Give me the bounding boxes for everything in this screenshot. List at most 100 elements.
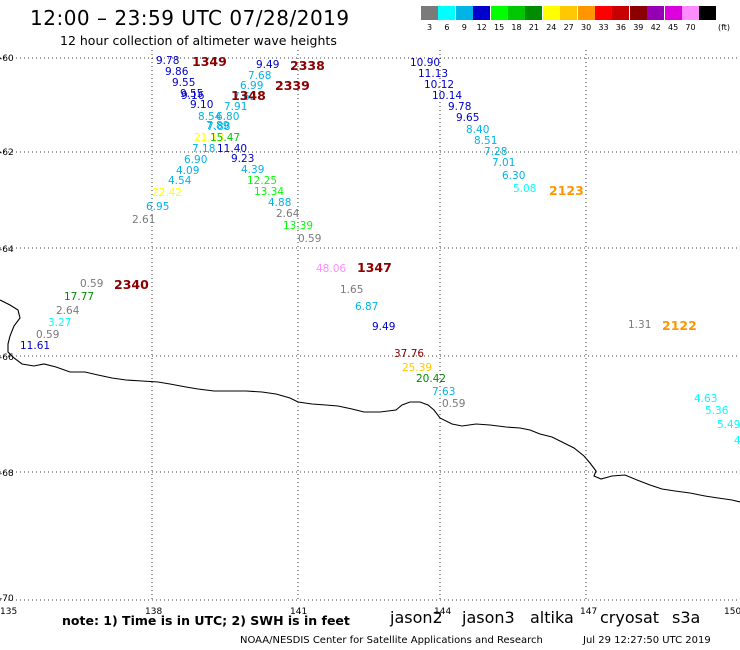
legend-label: 30 bbox=[581, 23, 592, 32]
legend-label: 33 bbox=[598, 23, 609, 32]
wave-height-value: 17.77 bbox=[64, 291, 94, 303]
wave-height-value: 4.09 bbox=[176, 165, 199, 177]
legend-label: 6 bbox=[444, 23, 450, 32]
wave-height-value: 7.28 bbox=[484, 146, 507, 158]
legend-swatch bbox=[525, 6, 543, 20]
wave-height-value: 9.78 bbox=[448, 101, 471, 113]
pass-time-label: 2122 bbox=[662, 318, 697, 333]
satellite-cryosat: cryosat bbox=[600, 608, 660, 627]
wave-height-value: 12.25 bbox=[247, 175, 277, 187]
legend-swatch bbox=[682, 6, 699, 20]
wave-height-value: 13.39 bbox=[283, 220, 313, 232]
wave-height-value: 0.59 bbox=[80, 278, 103, 290]
legend-swatch bbox=[612, 6, 630, 20]
legend-label: 18 bbox=[511, 23, 522, 32]
latitude-tick: -60 bbox=[0, 54, 14, 64]
wave-height-value: 3.27 bbox=[48, 317, 71, 329]
wave-height-value: 15.47 bbox=[210, 132, 240, 144]
wave-height-value: 2.64 bbox=[56, 305, 80, 317]
wave-height-value: 11.40 bbox=[217, 143, 247, 155]
wave-height-value: 21.13 bbox=[194, 132, 224, 144]
legend-swatch bbox=[560, 6, 578, 20]
legend-swatch bbox=[542, 6, 560, 20]
longitude-tick: 141 bbox=[290, 607, 307, 617]
generated-timestamp: Jul 29 12:27:50 UTC 2019 bbox=[583, 635, 711, 646]
wave-height-value: 8.40 bbox=[466, 124, 489, 136]
pass-time-labels: 1349 1348 2338 2339 2123 1347 2340 2122 bbox=[114, 54, 697, 333]
pass-time-label: 2123 bbox=[549, 183, 584, 198]
wave-height-value: 7.88 bbox=[207, 121, 230, 133]
legend-swatch bbox=[577, 6, 595, 20]
wave-height-value: 9.55 bbox=[172, 77, 195, 89]
wave-height-value: 4.63 bbox=[694, 393, 717, 405]
wave-height-value: 4.39 bbox=[241, 164, 264, 176]
wave-height-value: 9.23 bbox=[231, 153, 254, 165]
wave-height-value: 4 bbox=[734, 435, 740, 447]
wave-height-value: 4.88 bbox=[268, 197, 291, 209]
wave-height-value: 5.49 bbox=[717, 419, 740, 431]
legend-unit: (ft) bbox=[718, 23, 731, 32]
wave-height-value: 7.68 bbox=[248, 70, 271, 82]
latitude-tick: -70 bbox=[0, 594, 14, 604]
legend-swatch bbox=[595, 6, 612, 20]
footer-note: note: 1) Time is in UTC; 2) SWH is in fe… bbox=[62, 613, 350, 628]
satellite-s3a: s3a bbox=[672, 608, 701, 627]
wave-height-value: 7.91 bbox=[224, 101, 247, 113]
legend-label: 3 bbox=[426, 23, 433, 32]
wave-height-value: 7.63 bbox=[432, 386, 455, 398]
wave-height-value: 10.90 bbox=[410, 57, 440, 69]
wave-height-value: 2.64 bbox=[276, 208, 300, 220]
longitude-tick: 138 bbox=[145, 607, 162, 617]
wave-height-value: 7.62 bbox=[233, 91, 256, 103]
satellite-jason2: jason2 bbox=[390, 608, 443, 627]
wave-height-value: 7.01 bbox=[492, 157, 515, 169]
legend-label: 45 bbox=[668, 23, 679, 32]
wave-height-value: 7.18 bbox=[192, 143, 215, 155]
map-title: 12:00 – 23:59 UTC 07/28/2019 bbox=[30, 6, 350, 30]
pass-time-label: 1347 bbox=[357, 260, 392, 275]
graticule bbox=[0, 50, 740, 601]
legend-label: 21 bbox=[528, 23, 539, 32]
wave-height-value: 9.16 bbox=[181, 90, 205, 102]
credit-line: NOAA/NESDIS Center for Satellite Applica… bbox=[240, 635, 543, 646]
pass-time-label: 2339 bbox=[275, 78, 310, 93]
wave-height-value: 9.49 bbox=[372, 321, 395, 333]
legend-swatch bbox=[438, 6, 456, 20]
legend-label: 36 bbox=[615, 23, 626, 32]
wave-height-value: 11.13 bbox=[418, 68, 448, 80]
wave-height-value: 6.99 bbox=[240, 80, 263, 92]
wave-height-value: 25.39 bbox=[402, 362, 432, 374]
satellite-altika: altika bbox=[530, 608, 574, 627]
legend-swatch bbox=[699, 6, 717, 20]
wave-height-value: 0.59 bbox=[36, 329, 59, 341]
wave-height-value: 4.54 bbox=[168, 175, 192, 187]
wave-height-value: 2.61 bbox=[132, 214, 155, 226]
wave-height-value: 11.61 bbox=[20, 340, 50, 352]
legend-label: 15 bbox=[494, 23, 505, 32]
legend-swatch bbox=[421, 6, 438, 20]
legend-label: 24 bbox=[546, 23, 557, 32]
pass-time-label: 1349 bbox=[192, 54, 227, 69]
satellite-jason3: jason3 bbox=[462, 608, 515, 627]
wave-height-value: 8.51 bbox=[474, 135, 497, 147]
wave-height-value: 5.36 bbox=[705, 405, 729, 417]
legend-label: 9 bbox=[461, 23, 467, 32]
wave-height-value: 9.78 bbox=[156, 55, 179, 67]
wave-height-value: 9.49 bbox=[256, 59, 279, 71]
wave-height-value: 6.87 bbox=[355, 301, 378, 313]
wave-height-value: 0.59 bbox=[442, 398, 465, 410]
longitude-tick: 150 bbox=[724, 607, 740, 617]
latitude-tick: -68 bbox=[0, 469, 14, 479]
legend-swatch bbox=[664, 6, 682, 20]
wave-height-value: 9.65 bbox=[456, 112, 479, 124]
legend-label: 12 bbox=[476, 23, 487, 32]
wave-height-value: 6.95 bbox=[146, 201, 169, 213]
legend-label: 39 bbox=[633, 23, 644, 32]
wave-height-value: 7.89 bbox=[206, 120, 229, 132]
wave-height-value: 5.08 bbox=[513, 183, 536, 195]
wave-height-value: 6.80 bbox=[216, 111, 239, 123]
antarctic-coastline bbox=[0, 299, 740, 503]
wave-height-value: 0.59 bbox=[298, 233, 321, 245]
wave-height-value: 1.65 bbox=[340, 284, 363, 296]
latitude-tick: -66 bbox=[0, 353, 14, 363]
